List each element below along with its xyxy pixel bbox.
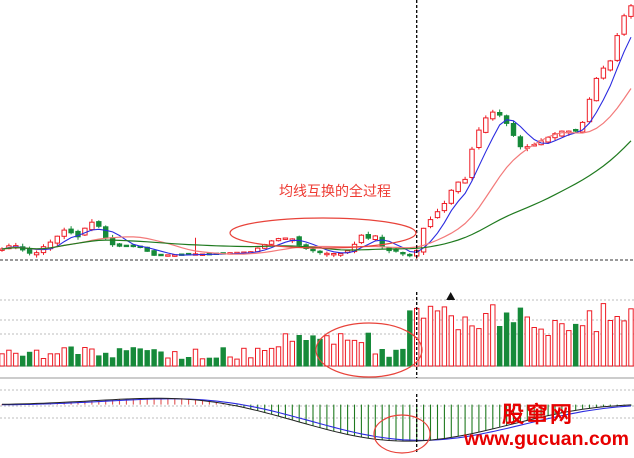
svg-text:股窜网: 股窜网 <box>502 402 574 427</box>
svg-text:均线互换的全过程: 均线互换的全过程 <box>279 183 391 199</box>
svg-text:www.gucuan.com: www.gucuan.com <box>463 428 629 450</box>
